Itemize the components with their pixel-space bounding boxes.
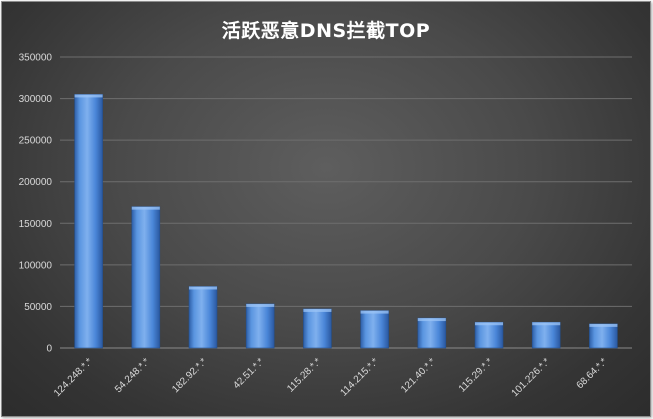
x-tick-label: 54.248.*.* [113, 356, 152, 395]
chart-title: 活跃恶意DNS拦截TOP [221, 20, 431, 42]
x-tick-label: 101.226.*.* [510, 356, 553, 399]
x-tick-label: 182.92.*.* [170, 356, 209, 395]
bar-cap [189, 286, 217, 290]
bar-cap [417, 318, 446, 322]
x-tick-label: 121.40.*.* [399, 356, 438, 395]
bar-cap [246, 303, 275, 307]
x-tick-label: 114.215.*.* [338, 356, 380, 398]
x-tick-label: 68.64.*.* [575, 356, 610, 391]
x-tick-label: 42.51.*.* [231, 356, 266, 391]
bar-cap [589, 323, 618, 327]
grid-lines [60, 56, 632, 349]
bar-cap [74, 94, 103, 98]
y-axis-ticks: 0 50000 100000 150000 200000 250000 300000 3500… [19, 53, 53, 355]
x-tick-label: 115.29.*.* [457, 356, 495, 394]
y-tick-label: 50000 [24, 302, 52, 313]
bars [74, 94, 618, 349]
bar-cap [360, 310, 389, 314]
y-tick-label: 250000 [19, 136, 53, 147]
bar [131, 206, 161, 349]
y-tick-label: 0 [46, 344, 52, 355]
bar [360, 310, 389, 349]
bar-cap [131, 206, 160, 210]
bar [245, 303, 275, 349]
y-tick-label: 200000 [19, 177, 53, 188]
bar-cap [475, 322, 503, 326]
x-axis-ticks: 124.248.*.* 54.248.*.* 182.92.*.* 42.51.*.*… [52, 356, 610, 399]
bar [589, 323, 618, 349]
y-tick-label: 150000 [19, 219, 53, 230]
y-tick-label: 100000 [19, 260, 53, 271]
y-tick-label: 300000 [19, 94, 53, 105]
bar [74, 94, 103, 349]
bar [417, 317, 447, 349]
x-tick-label: 124.248.*.* [52, 356, 95, 399]
bar-cap [532, 322, 561, 326]
bar [474, 321, 504, 349]
bar [188, 286, 218, 349]
bar-cap [303, 308, 332, 312]
bar [531, 321, 561, 349]
y-tick-label: 350000 [19, 53, 53, 64]
bar [303, 308, 332, 349]
x-tick-label: 115.28.*.* [285, 356, 323, 394]
